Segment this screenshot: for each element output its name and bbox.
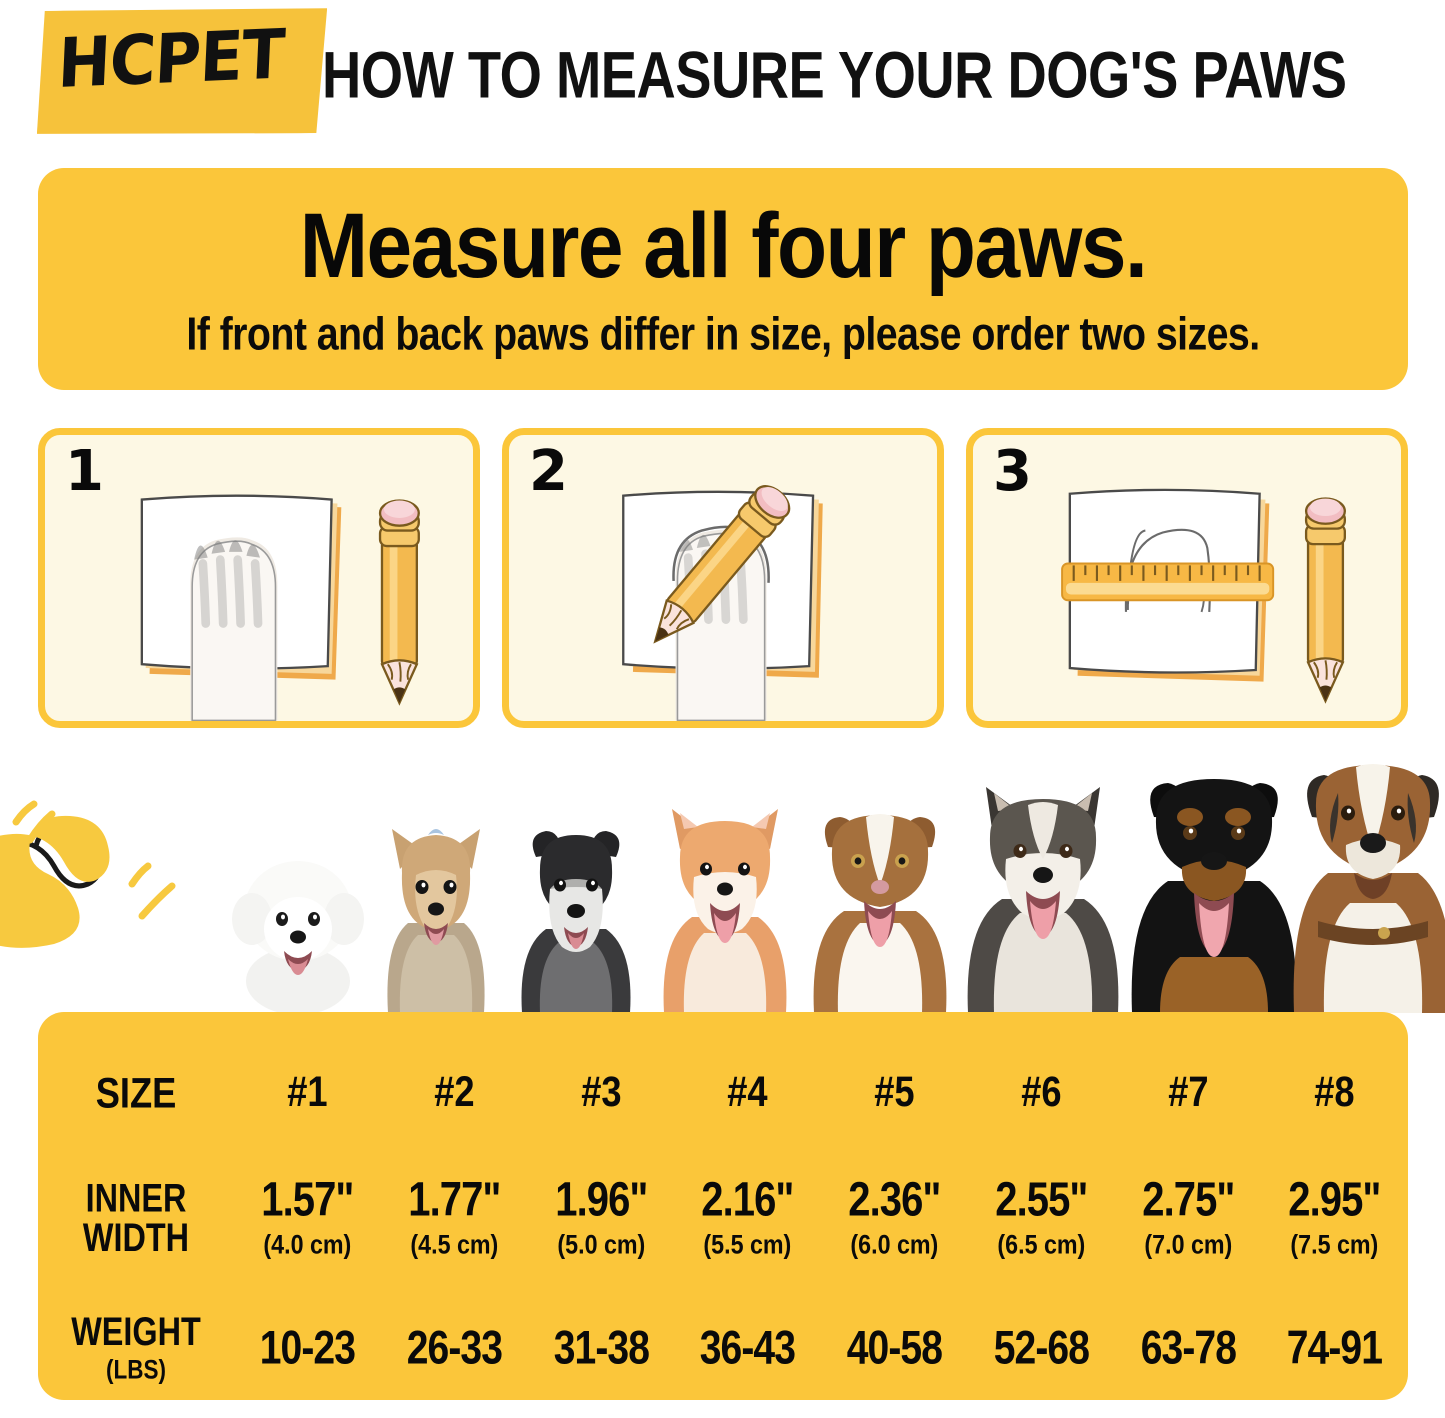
inner-width-inch: 2.36" xyxy=(848,1173,941,1227)
size-cell: #2 xyxy=(433,1068,475,1117)
bone-swoosh-decoration xyxy=(0,800,176,948)
inner-width-inch: 2.95" xyxy=(1288,1173,1382,1227)
ruler-measure-illustration xyxy=(1061,488,1346,704)
inner-width-cm: (6.0 cm) xyxy=(850,1229,939,1261)
inner-width-cm: (5.5 cm) xyxy=(703,1229,792,1261)
inner-width-cm: (6.5 cm) xyxy=(997,1229,1086,1261)
banner-subtitle: If front and back paws differ in size, p… xyxy=(186,308,1260,360)
weight-cell: 31-38 xyxy=(553,1321,649,1374)
dogs-row xyxy=(222,748,1445,1013)
tracing-paw-illustration xyxy=(622,485,823,721)
inner-width-cell: 1.77" (4.5 cm) xyxy=(381,1173,528,1261)
size-cell: #8 xyxy=(1314,1068,1355,1117)
step-number-1: 1 xyxy=(65,439,104,504)
dog-saint-bernard xyxy=(1293,764,1445,1013)
dog-schnauzer xyxy=(521,831,631,1013)
dog-australian-shepherd xyxy=(813,814,947,1013)
inner-width-cm: (4.5 cm) xyxy=(410,1229,499,1261)
dog-yorkshire-terrier xyxy=(387,829,485,1013)
row-label-weight: WEIGHT (LBS) xyxy=(38,1308,234,1385)
page-header: HCPET HOW TO MEASURE YOUR DOG'S PAWS xyxy=(0,0,1445,150)
step-card-1: 1 xyxy=(38,428,480,728)
row-label-inner-width: INNER WIDTH xyxy=(48,1178,224,1257)
dog-bichon-frise xyxy=(232,861,364,1013)
step-number-3: 3 xyxy=(993,439,1032,504)
brand-logo-text: HCPET xyxy=(56,14,286,104)
weight-cell: 26-33 xyxy=(406,1321,502,1374)
size-cell: #5 xyxy=(874,1068,915,1117)
inner-width-cm: (5.0 cm) xyxy=(556,1229,645,1261)
row-label-weight-line1: WEIGHT xyxy=(71,1308,201,1354)
step-card-3: 3 xyxy=(966,428,1408,728)
steps-container: 1 xyxy=(38,428,1408,728)
row-label-size: SIZE xyxy=(95,1069,177,1117)
inner-width-inch: 1.77" xyxy=(408,1173,501,1227)
row-label-inner-width-line2: WIDTH xyxy=(82,1214,190,1260)
table-row-weight: WEIGHT (LBS) 10-23 26-33 31-38 36-43 40-… xyxy=(38,1302,1408,1394)
inner-width-cell: 2.75" (7.0 cm) xyxy=(1115,1173,1262,1261)
inner-width-cell: 2.95" (7.5 cm) xyxy=(1261,1173,1408,1261)
inner-width-cm: (7.5 cm) xyxy=(1290,1229,1379,1261)
inner-width-cell: 2.55" (6.5 cm) xyxy=(968,1173,1115,1261)
size-cell: #7 xyxy=(1167,1068,1209,1117)
table-row-size: SIZE #1 #2 #3 #4 #5 #6 #7 #8 xyxy=(38,1060,1408,1126)
size-cell: #3 xyxy=(580,1068,622,1117)
inner-width-inch: 1.57" xyxy=(261,1173,354,1227)
dog-shiba-inu xyxy=(663,809,787,1013)
weight-cell: 63-78 xyxy=(1140,1321,1236,1374)
banner-headline: Measure all four paws. xyxy=(299,195,1148,298)
step-card-2: 2 xyxy=(502,428,944,728)
step-number-2: 2 xyxy=(529,439,568,504)
size-chart-table: SIZE #1 #2 #3 #4 #5 #6 #7 #8 INNER WIDTH… xyxy=(38,1012,1408,1400)
inner-width-cell: 1.96" (5.0 cm) xyxy=(528,1173,675,1261)
weight-cell: 36-43 xyxy=(699,1321,796,1374)
weight-cell: 52-68 xyxy=(993,1321,1089,1374)
inner-width-cm: (7.0 cm) xyxy=(1143,1229,1232,1261)
instruction-banner: Measure all four paws. If front and back… xyxy=(38,168,1408,390)
paw-on-paper-illustration xyxy=(140,494,420,721)
dog-alaskan-malamute xyxy=(967,787,1119,1013)
page-title: HOW TO MEASURE YOUR DOG'S PAWS xyxy=(322,37,1347,112)
weight-cell: 74-91 xyxy=(1286,1321,1383,1374)
weight-cell: 10-23 xyxy=(259,1321,356,1374)
inner-width-cell: 2.36" (6.0 cm) xyxy=(821,1173,968,1261)
inner-width-cell: 1.57" (4.0 cm) xyxy=(234,1173,381,1261)
row-label-inner-width-line1: INNER xyxy=(85,1175,187,1221)
weight-cell: 40-58 xyxy=(846,1321,943,1374)
inner-width-inch: 1.96" xyxy=(554,1173,648,1227)
inner-width-cm: (4.0 cm) xyxy=(263,1229,352,1261)
table-row-inner-width: INNER WIDTH 1.57" (4.0 cm) 1.77" (4.5 cm… xyxy=(38,1164,1408,1272)
inner-width-inch: 2.75" xyxy=(1141,1173,1235,1227)
inner-width-cell: 2.16" (5.5 cm) xyxy=(674,1173,821,1261)
size-cell: #4 xyxy=(727,1068,768,1117)
size-cell: #1 xyxy=(287,1068,328,1117)
dog-breeds-band xyxy=(0,748,1445,1018)
dog-rottweiler xyxy=(1131,779,1297,1013)
size-cell: #6 xyxy=(1020,1068,1062,1117)
row-label-weight-line2: (LBS) xyxy=(106,1354,166,1385)
inner-width-inch: 2.16" xyxy=(701,1173,795,1227)
inner-width-inch: 2.55" xyxy=(995,1173,1088,1227)
